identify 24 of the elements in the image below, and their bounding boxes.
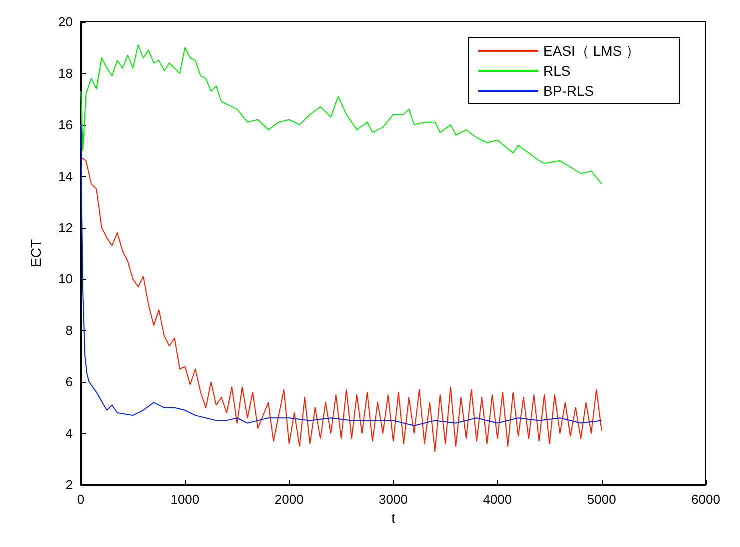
y-tick-label: 12 [58, 220, 73, 236]
legend-label: RLS [544, 63, 571, 79]
y-tick-label: 8 [66, 323, 73, 338]
x-tick-label: 5000 [587, 492, 616, 507]
y-tick-label: 10 [58, 272, 73, 287]
y-tick-label: 16 [58, 117, 73, 132]
x-axis-title: t [392, 510, 396, 526]
y-tick-label: 14 [58, 168, 73, 184]
x-tick-label: 6000 [692, 492, 720, 507]
legend-label: EASI（ LMS ） [544, 43, 640, 59]
x-tick-label: 1000 [170, 492, 200, 507]
x-tick-label: 4000 [483, 492, 512, 507]
legend-label: BP-RLS [544, 83, 594, 99]
y-tick-label: 20 [58, 14, 73, 30]
y-tick-label: 4 [66, 426, 73, 442]
y-tick-label: 18 [58, 66, 73, 81]
line-series [82, 158, 602, 452]
y-tick-label: 6 [66, 374, 73, 390]
x-tick-label: 3000 [379, 492, 408, 507]
x-tick-label: 0 [77, 492, 85, 507]
y-axis-title: ECT [28, 239, 44, 268]
y-tick-label: 2 [66, 478, 73, 492]
line-series [80, 124, 602, 426]
x-tick-label: 2000 [274, 492, 304, 507]
